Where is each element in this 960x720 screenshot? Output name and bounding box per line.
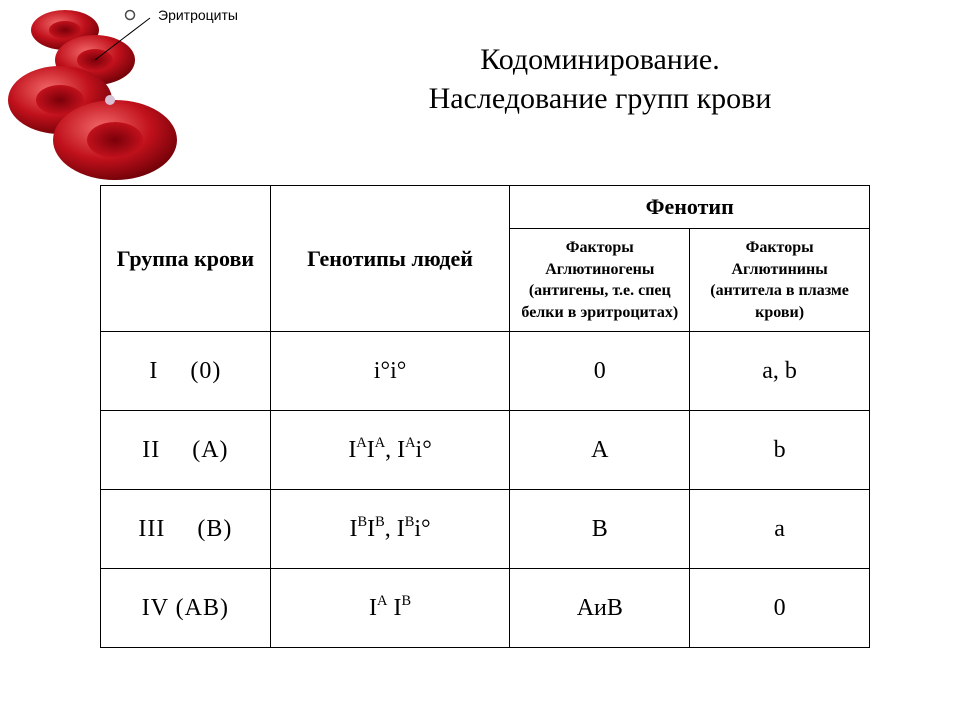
table-body: I (0)i°i°0a, bII (А)IAIA, IAi°AbIII (В)I… — [101, 332, 870, 648]
cell-genotype: i°i° — [270, 332, 510, 411]
title-line-1: Кодоминирование. — [300, 40, 900, 79]
th-genotypes: Генотипы людей — [270, 186, 510, 332]
cell-genotype: IA IB — [270, 569, 510, 648]
cell-antibody: a, b — [690, 332, 870, 411]
table-row: I (0)i°i°0a, b — [101, 332, 870, 411]
blood-groups-table: Группа крови Генотипы людей Фенотип Факт… — [100, 185, 870, 648]
th-phenotype: Фенотип — [510, 186, 870, 229]
cell-antigen: B — [510, 490, 690, 569]
th-group: Группа крови — [101, 186, 271, 332]
cell-group: II (А) — [101, 411, 271, 490]
page-title: Кодоминирование. Наследование групп кров… — [300, 40, 900, 118]
cell-group: III (В) — [101, 490, 271, 569]
cell-genotype: IBIB, IBi° — [270, 490, 510, 569]
cell-antibody: b — [690, 411, 870, 490]
cell-genotype: IAIA, IAi° — [270, 411, 510, 490]
cell-antigen: АиВ — [510, 569, 690, 648]
table-row: II (А)IAIA, IAi°Ab — [101, 411, 870, 490]
erythrocytes-label: Эритроциты — [158, 7, 238, 23]
table-row: IV (АВ)IA IBАиВ0 — [101, 569, 870, 648]
erythrocytes-illustration: Эритроциты — [0, 0, 260, 200]
th-antibodies: Факторы Аглютинины (антитела в плазме кр… — [690, 229, 870, 332]
cell-antigen: 0 — [510, 332, 690, 411]
table-row: III (В)IBIB, IBi°Ba — [101, 490, 870, 569]
title-line-2: Наследование групп крови — [300, 79, 900, 118]
th-antigens: Факторы Аглютиногены (антигены, т.е. спе… — [510, 229, 690, 332]
cell-group: IV (АВ) — [101, 569, 271, 648]
cell-antigen: A — [510, 411, 690, 490]
cell-antibody: a — [690, 490, 870, 569]
cell-antibody: 0 — [690, 569, 870, 648]
cell-group: I (0) — [101, 332, 271, 411]
